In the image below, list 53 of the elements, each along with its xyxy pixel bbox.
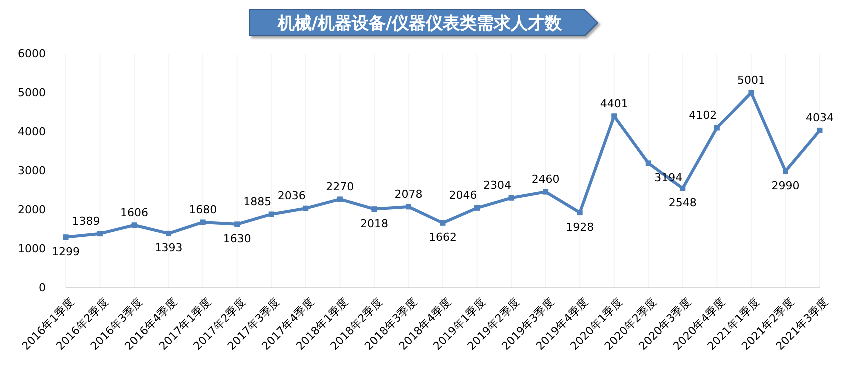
point [680, 186, 686, 192]
point [474, 205, 480, 211]
point [782, 168, 788, 174]
point [577, 210, 583, 216]
point [234, 222, 240, 228]
data-label: 1393 [154, 242, 183, 255]
y-tick-label: 0 [39, 282, 46, 295]
y-tick-label: 2000 [18, 204, 46, 217]
data-label: 1389 [72, 214, 100, 228]
point [268, 212, 274, 218]
data-label: 2548 [668, 196, 697, 210]
data-label: 4034 [806, 112, 834, 125]
point [714, 125, 720, 131]
point [132, 222, 138, 228]
y-tick-label: 1000 [18, 242, 46, 256]
data-label: 2046 [449, 189, 478, 202]
point [543, 189, 549, 195]
point [166, 230, 172, 236]
data-label: 2078 [394, 188, 423, 201]
data-label: 2018 [360, 217, 388, 230]
point [63, 234, 69, 240]
data-label: 2990 [772, 179, 800, 192]
data-label: 2036 [278, 190, 306, 203]
point [612, 114, 618, 120]
point [508, 195, 514, 201]
y-tick-label: 4000 [18, 126, 46, 139]
data-label: 1662 [429, 231, 457, 244]
y-tick-label: 5000 [18, 86, 46, 100]
point [200, 220, 206, 226]
chart-title: 机械/机器设备/仪器仪表类需求人才数 [276, 14, 564, 34]
point [646, 160, 652, 166]
data-label: 1630 [223, 232, 252, 246]
point [372, 206, 378, 212]
data-label: 4401 [600, 97, 628, 110]
data-label: 1680 [189, 203, 218, 216]
point [748, 90, 754, 96]
y-tick-label: 3000 [18, 164, 46, 178]
point [337, 196, 343, 202]
data-label: 4102 [689, 109, 718, 122]
data-label: 5001 [737, 74, 766, 87]
data-label: 1606 [120, 206, 149, 220]
data-label: 2270 [326, 180, 354, 194]
data-label: 2460 [532, 173, 560, 186]
point [440, 220, 446, 226]
point [406, 204, 412, 210]
data-label: 2304 [484, 179, 512, 192]
data-label: 1885 [244, 195, 272, 208]
point [303, 206, 309, 212]
data-label: 1299 [52, 245, 80, 258]
data-label: 1928 [566, 220, 594, 234]
point [98, 231, 104, 237]
point [817, 128, 823, 134]
y-tick-label: 6000 [18, 48, 46, 61]
